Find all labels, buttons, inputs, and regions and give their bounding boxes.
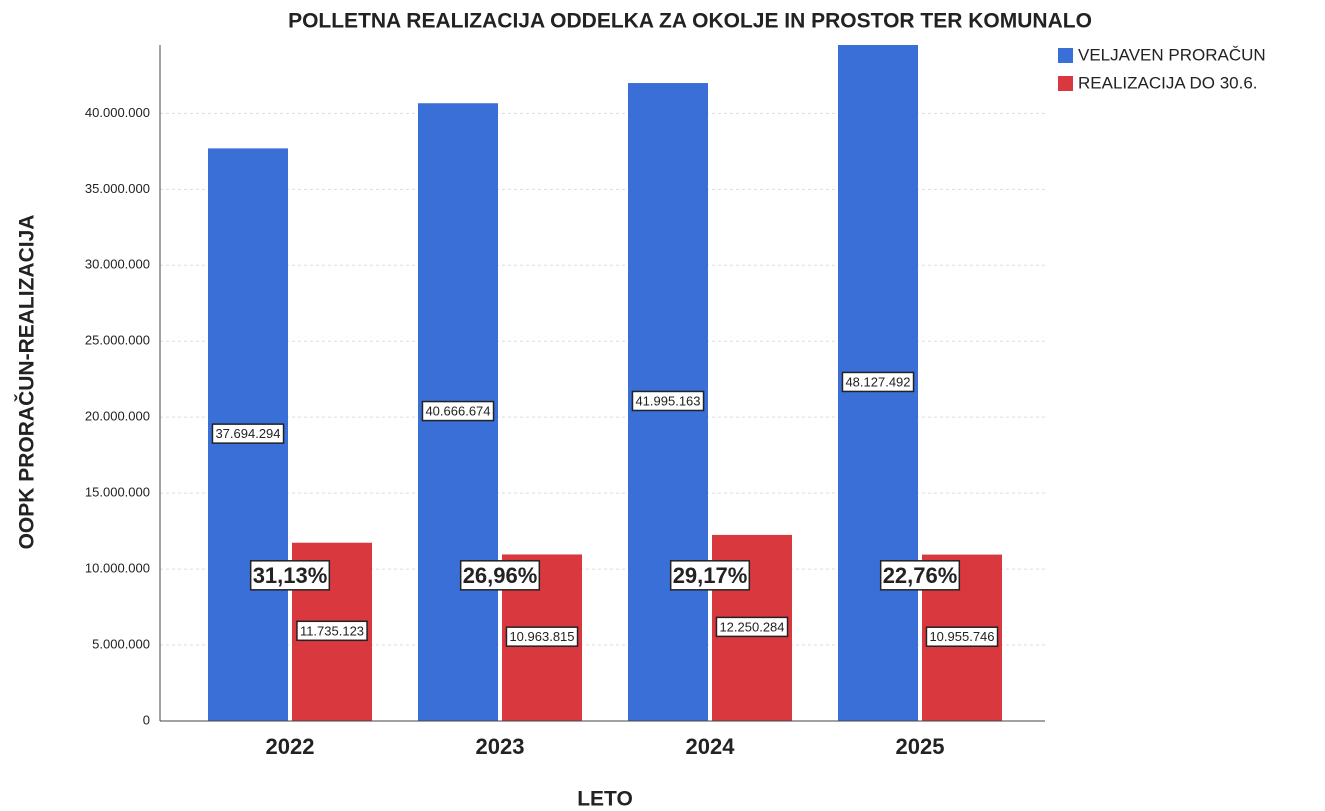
percent-label-group: 26,96%: [459, 560, 541, 591]
legend-swatch: [1058, 48, 1073, 63]
y-tick-label: 20.000.000: [85, 409, 150, 424]
value-label: 41.995.163: [635, 393, 700, 408]
value-label-box: [631, 390, 705, 412]
percent-label-group: 22,76%: [879, 560, 961, 591]
percent-label: 29,17%: [673, 563, 748, 588]
value-label-group: 12.250.284: [715, 616, 789, 638]
value-label-box: [296, 620, 368, 642]
percent-label-box: [459, 560, 541, 591]
chart-title: POLLETNA REALIZACIJA ODDELKA ZA OKOLJE I…: [288, 10, 1092, 33]
value-label: 37.694.294: [215, 426, 280, 441]
percent-label-group: 31,13%: [249, 560, 331, 591]
percent-label-box: [669, 560, 751, 591]
y-tick-label: 35.000.000: [85, 181, 150, 196]
legend-swatch: [1058, 76, 1073, 91]
percent-label-box: [879, 560, 961, 591]
value-label-box: [925, 626, 999, 647]
x-tick-label: 2022: [266, 734, 315, 759]
value-label-group: 37.694.294: [211, 423, 285, 444]
legend-label: VELJAVEN PRORAČUN: [1078, 45, 1266, 64]
y-tick-label: 5.000.000: [92, 636, 150, 651]
value-label-box: [421, 400, 495, 422]
bar: [838, 45, 918, 721]
percent-label: 26,96%: [463, 563, 538, 588]
percent-label: 31,13%: [253, 563, 328, 588]
value-label: 10.955.746: [929, 629, 994, 644]
labels: 2022 37.694.294 11.735.123 31,13% 2023 40.666…: [211, 45, 1266, 759]
legend-label: REALIZACIJA DO 30.6.: [1078, 73, 1258, 92]
value-label: 40.666.674: [425, 404, 490, 419]
value-label-group: 48.127.492: [841, 371, 915, 393]
x-tick-label: 2025: [896, 734, 945, 759]
value-label-group: 41.995.163: [631, 390, 705, 412]
value-label-group: 40.666.674: [421, 400, 495, 422]
value-label-box: [211, 423, 285, 444]
bars: [208, 45, 1002, 721]
x-tick-label: 2024: [686, 734, 736, 759]
y-axis-label: OOPK PRORAČUN-REALIZACIJA: [15, 215, 39, 550]
y-tick-label: 10.000.000: [85, 561, 150, 576]
y-tick-label: 30.000.000: [85, 257, 150, 272]
value-label: 10.963.815: [509, 629, 574, 644]
percent-label: 22,76%: [883, 563, 958, 588]
value-label: 11.735.123: [300, 623, 364, 638]
percent-label-box: [249, 560, 331, 591]
value-label-group: 10.963.815: [505, 626, 579, 647]
value-label-box: [715, 616, 789, 638]
value-label: 48.127.492: [845, 374, 910, 389]
y-tick-label: 40.000.000: [85, 105, 150, 120]
value-label-box: [841, 371, 915, 393]
x-axis-label: LETO: [577, 788, 633, 811]
value-label-box: [505, 626, 579, 647]
value-label-group: 11.735.123: [296, 620, 368, 642]
percent-label-group: 29,17%: [669, 560, 751, 591]
x-tick-label: 2023: [476, 734, 525, 759]
value-label: 12.250.284: [719, 619, 784, 634]
value-label-group: 10.955.746: [925, 626, 999, 647]
y-tick-label: 15.000.000: [85, 485, 150, 500]
y-tick-label: 0: [143, 712, 150, 727]
y-tick-label: 25.000.000: [85, 333, 150, 348]
grid: 0 5.000.000 10.000.000 15.000.000 20.000.000…: [85, 105, 1045, 727]
